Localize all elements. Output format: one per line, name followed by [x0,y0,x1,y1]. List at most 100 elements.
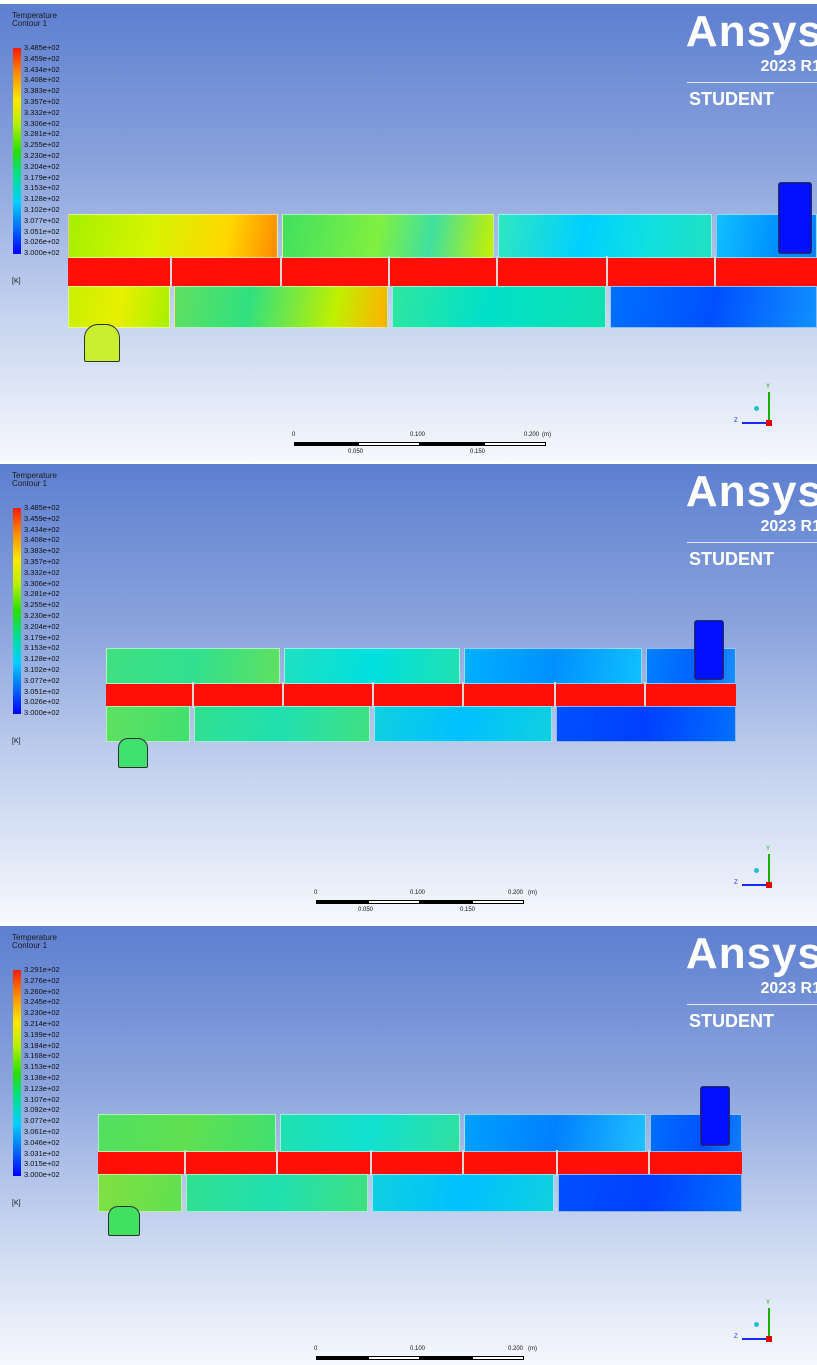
z-axis-label: Z [734,418,738,424]
axis-origin [766,1336,772,1342]
x-axis-marker [754,868,759,873]
colorbar-tick: 3.077e+02 [24,675,60,685]
scale-label: 0.150 [470,449,486,455]
pipe-joint [276,1150,278,1176]
pipe-joint [644,682,646,708]
colorbar-tick: 3.031e+02 [24,1148,60,1158]
shell-segment [374,706,552,742]
scale-segment [420,442,484,446]
pipe-joint [606,256,608,288]
inner-pipe [106,684,736,706]
scale-label: 0.050 [358,907,374,913]
colorbar-tick: 3.408e+02 [24,535,60,545]
scale-segment [294,442,358,446]
scale-segment [316,900,368,904]
shell-segment [98,1114,276,1152]
shell-segment [98,1174,182,1212]
colorbar-tick: 3.332e+02 [24,107,60,117]
scale-label: 0.050 [348,449,364,455]
axis-origin [766,420,772,426]
student-label: STUDENT [689,1011,774,1031]
colorbar [13,508,21,714]
legend-title: Temperature Contour 1 [12,933,57,950]
pipe-joint [184,1150,186,1176]
colorbar-tick: 3.138e+02 [24,1073,60,1082]
colorbar-tick: 3.485e+02 [24,43,60,52]
colorbar-tick: 3.434e+02 [24,524,60,534]
scale-label: 0 [314,890,318,896]
pipe-joint [648,1150,650,1176]
y-axis-label: Y [766,846,771,852]
shell-segment [464,648,642,684]
scale-segment [420,900,472,904]
colorbar-tick: 3.128e+02 [24,194,60,204]
shell-segment [106,706,190,742]
colorbar-tick: 3.179e+02 [24,632,60,642]
ansys-version: 2023 R1 [760,58,817,75]
pipe-joint [556,1150,558,1176]
pipe-joint [714,256,716,288]
shell-segment [556,706,736,742]
shell-segment [558,1174,742,1212]
colorbar-tick: 3.255e+02 [24,600,60,610]
colorbar-tick: 3.199e+02 [24,1029,60,1039]
ansys-logo: Ansys [685,929,817,978]
contour-view-1: Temperature Contour 1 3.485e+02 3.459e+0… [0,4,817,462]
brand-divider [687,542,817,543]
outlet-nozzle [694,620,724,680]
colorbar-tick: 3.184e+02 [24,1040,60,1050]
shell-segment [372,1174,554,1212]
colorbar [13,48,21,254]
inlet-nozzle [118,738,148,768]
colorbar-tick: 3.383e+02 [24,86,60,96]
pipe-joint [554,682,556,708]
shell-segment [280,1114,460,1152]
colorbar-tick: 3.026e+02 [24,237,60,247]
colorbar-tick: 3.123e+02 [24,1083,60,1093]
legend-title: Temperature Contour 1 [12,11,57,28]
colorbar-tick: 3.128e+02 [24,654,60,664]
colorbar-tick: 3.153e+02 [24,183,60,193]
scale-segment [358,442,420,446]
shell-segment [498,214,712,258]
colorbar-tick: 3.276e+02 [24,975,60,985]
ansys-version: 2023 R1 [760,518,817,535]
outlet-nozzle [700,1086,730,1146]
pipe-joint [280,256,282,288]
colorbar-tick: 3.306e+02 [24,578,60,588]
contour-view-2: Temperature Contour 1 3.485e+02 3.459e+0… [0,464,817,922]
x-axis-marker [754,1322,759,1327]
colorbar-tick: 3.046e+02 [24,1137,60,1147]
pipe-joint [462,682,464,708]
scale-unit: (m) [528,890,537,896]
x-axis-marker [754,406,759,411]
shell-segment [68,286,170,328]
shell-segment [194,706,370,742]
colorbar-tick: 3.408e+02 [24,75,60,85]
colorbar-tick: 3.459e+02 [24,53,60,63]
shell-segment [68,214,278,258]
colorbar-tick: 3.230e+02 [24,151,60,160]
pipe-joint [192,682,194,708]
axis-triad: Y Z [732,384,782,434]
colorbar-tick: 3.204e+02 [24,161,60,171]
scale-label: 0 [292,432,296,438]
shell-segment [464,1114,646,1152]
axis-triad: Y Z [732,846,782,896]
scale-segment [368,900,420,904]
pipe-joint [462,1150,464,1176]
shell-segment [106,648,280,684]
colorbar-tick: 3.434e+02 [24,64,60,74]
colorbar-tick: 3.051e+02 [24,686,60,696]
colorbar-tick: 3.015e+02 [24,1159,60,1169]
scale-unit: (m) [542,432,551,438]
colorbar-tick: 3.051e+02 [24,226,60,236]
colorbar-tick: 3.204e+02 [24,621,60,631]
shell-segment [282,214,494,258]
inner-pipe [98,1152,742,1174]
colorbar-tick: 3.459e+02 [24,513,60,523]
scale-label: 0.150 [460,907,476,913]
scale-segment [316,1356,368,1360]
pipe-joint [370,1150,372,1176]
scale-bar: 0 0.100 0.200 (m) [314,1344,574,1365]
